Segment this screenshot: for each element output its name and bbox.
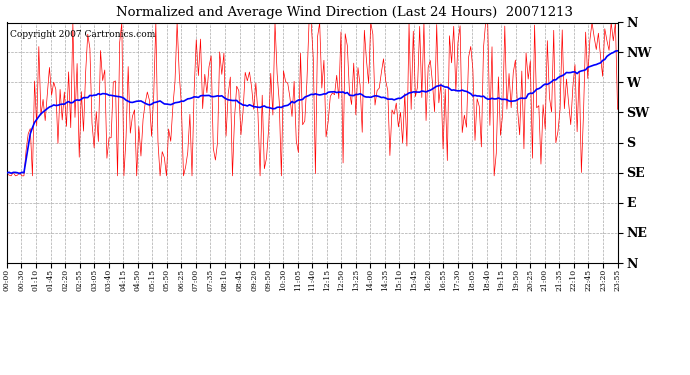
Text: Normalized and Average Wind Direction (Last 24 Hours)  20071213: Normalized and Average Wind Direction (L… [117,6,573,19]
Text: Copyright 2007 Cartronics.com: Copyright 2007 Cartronics.com [10,30,155,39]
